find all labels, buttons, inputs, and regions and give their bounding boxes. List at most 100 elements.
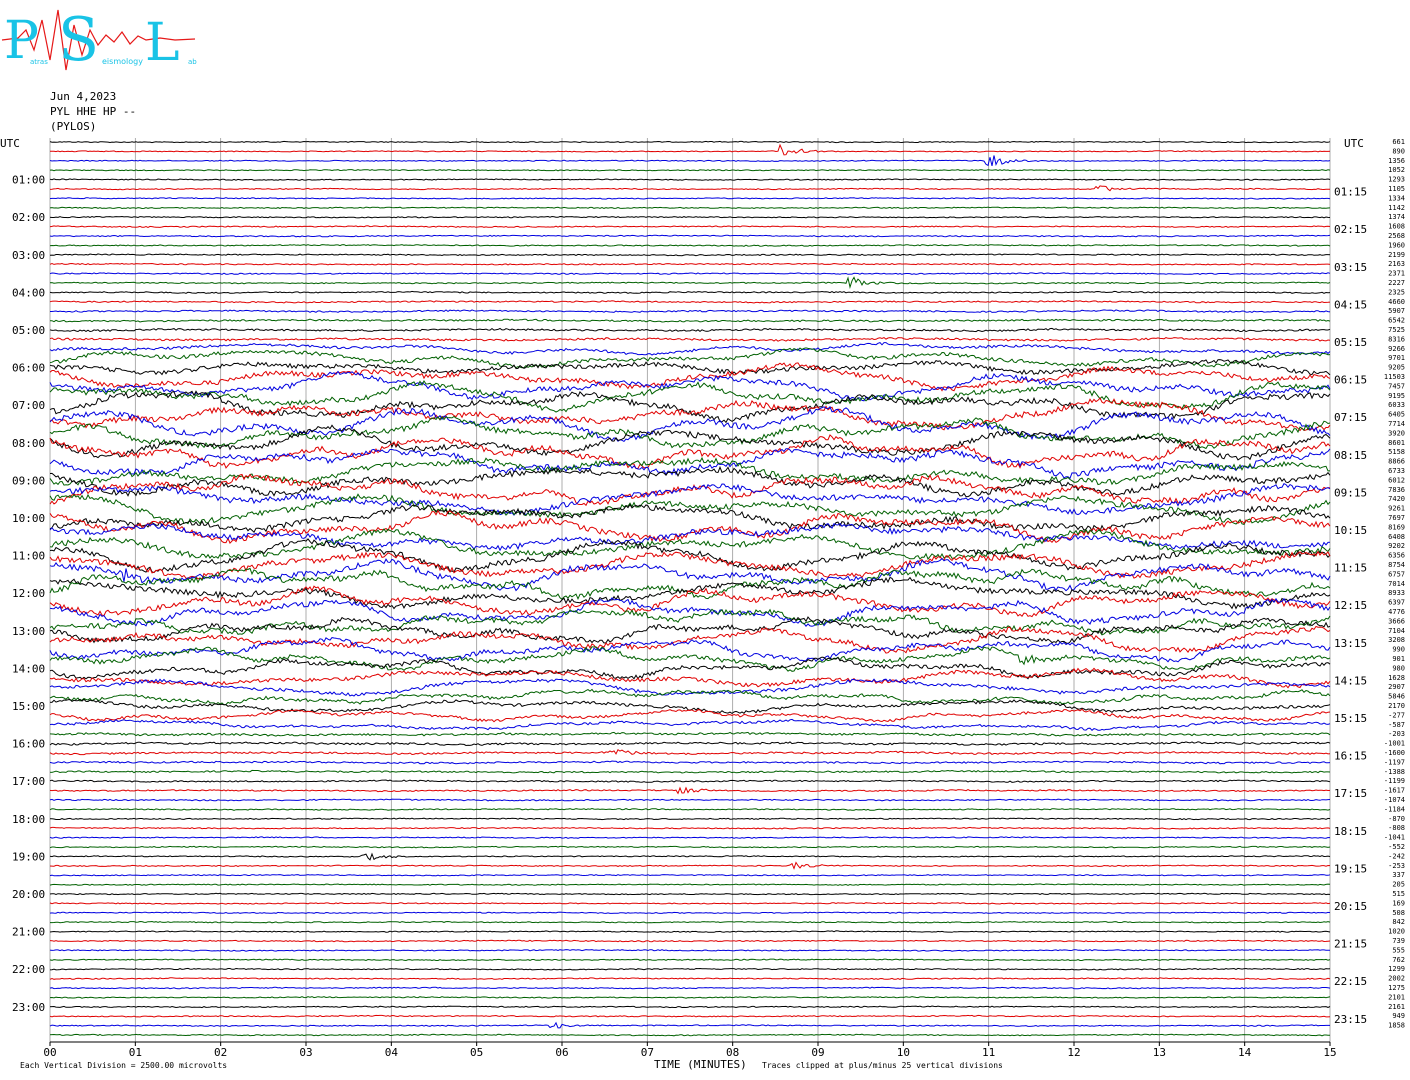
- row-offset-label: 6033: [1388, 401, 1405, 409]
- left-hour-labels: 01:00 02:00 03:00 04:00 05:00 06:00 07:00 08:00…: [12, 174, 45, 1014]
- row-offset-label: -1600: [1384, 749, 1405, 757]
- trace-row-72: [50, 817, 1331, 821]
- row-offset-label: 1299: [1388, 965, 1405, 973]
- trace-row-37: [49, 473, 1330, 507]
- trace-row-8: [49, 215, 1331, 219]
- row-offset-label: 508: [1392, 909, 1405, 917]
- header-station: (PYLOS): [50, 120, 97, 133]
- row-offset-label: 8601: [1388, 439, 1405, 447]
- left-hour-label: 01:00: [12, 174, 45, 187]
- x-tick-label: 07: [641, 1046, 654, 1059]
- right-hour-label: 21:15: [1334, 938, 1367, 951]
- logo-letter-p: P: [4, 11, 39, 71]
- row-offset-label: 7420: [1388, 495, 1405, 503]
- trace-row-43: [49, 528, 1331, 560]
- row-offset-label: 1960: [1388, 241, 1405, 249]
- trace-row-91: [49, 996, 1331, 999]
- trace-row-81: [49, 902, 1331, 905]
- right-hour-label: 18:15: [1334, 825, 1367, 838]
- scale-note: Each Vertical Division = 2500.00 microvo…: [20, 1061, 228, 1070]
- trace-row-46: [49, 557, 1331, 592]
- x-tick-label: 12: [1067, 1046, 1080, 1059]
- trace-row-14: [49, 272, 1331, 275]
- left-hour-label: 04:00: [12, 286, 45, 299]
- row-offset-label: -870: [1388, 815, 1405, 823]
- row-offset-label: 1142: [1388, 204, 1405, 212]
- trace-row-55: [49, 646, 1331, 672]
- trace-row-27: [49, 380, 1331, 413]
- trace-row-48: [49, 576, 1331, 610]
- row-offset-label: 901: [1392, 655, 1405, 663]
- trace-row-73: [49, 826, 1331, 830]
- row-offset-label: 3666: [1388, 617, 1405, 625]
- x-tick-label: 13: [1153, 1046, 1166, 1059]
- row-offset-label: 1105: [1388, 185, 1405, 193]
- trace-row-0: [49, 140, 1331, 144]
- trace-row-44: [49, 538, 1331, 574]
- row-offset-label: -277: [1388, 711, 1405, 719]
- x-axis-ticks: 00 01 02 03 04 05 06 07 08 09 10 11 12 13 14 15: [43, 1042, 1337, 1059]
- row-offset-label: 7104: [1388, 627, 1405, 635]
- row-offset-label: -253: [1388, 862, 1405, 870]
- logo-word-ab: ab: [188, 58, 197, 66]
- trace-row-92: [49, 1005, 1331, 1009]
- trace-row-66: [49, 760, 1331, 765]
- row-offset-label: 2163: [1388, 260, 1405, 268]
- trace-row-76: [49, 852, 1331, 861]
- row-offset-label: 2568: [1388, 232, 1405, 240]
- right-hour-label: 19:15: [1334, 862, 1367, 875]
- row-offset-label: 7836: [1388, 486, 1405, 494]
- row-offset-label: 9261: [1388, 505, 1405, 513]
- logo-seismogram-icon: [1, 9, 196, 71]
- row-offset-label: 1356: [1388, 157, 1405, 165]
- row-offset-label: 205: [1392, 881, 1405, 889]
- left-hour-label: 10:00: [12, 512, 45, 525]
- trace-row-95: [49, 1033, 1330, 1037]
- trace-row-23: [49, 347, 1331, 369]
- left-hour-label: 23:00: [12, 1001, 45, 1014]
- row-offset-label: 7525: [1388, 326, 1405, 334]
- trace-row-22: [49, 342, 1331, 356]
- trace-row-17: [49, 300, 1331, 304]
- row-offset-label: 337: [1392, 871, 1405, 879]
- trace-row-50: [49, 597, 1331, 627]
- clip-note: Traces clipped at plus/minus 25 vertical…: [762, 1061, 1003, 1070]
- trace-row-64: [49, 741, 1331, 747]
- trace-row-30: [49, 405, 1331, 443]
- x-tick-label: 03: [299, 1046, 312, 1059]
- trace-row-78: [49, 874, 1331, 877]
- row-offset-label: 6012: [1388, 476, 1405, 484]
- row-offset-label: 169: [1392, 899, 1405, 907]
- x-tick-label: 05: [470, 1046, 483, 1059]
- row-offset-label: 3208: [1388, 636, 1405, 644]
- row-offset-label: -587: [1388, 721, 1405, 729]
- left-hour-label: 05:00: [12, 324, 45, 337]
- trace-row-83: [50, 920, 1331, 924]
- trace-row-7: [49, 206, 1331, 210]
- trace-row-87: [49, 958, 1331, 962]
- x-tick-label: 11: [982, 1046, 995, 1059]
- x-tick-label: 14: [1238, 1046, 1252, 1059]
- left-hour-label: 12:00: [12, 587, 45, 600]
- trace-row-24: [49, 359, 1331, 376]
- trace-row-19: [49, 318, 1331, 323]
- row-offset-label: 2199: [1388, 251, 1405, 259]
- row-offset-label: 1608: [1388, 223, 1405, 231]
- x-axis-title: TIME (MINUTES): [654, 1058, 747, 1071]
- trace-row-13: [49, 262, 1331, 266]
- trace-row-15: [49, 276, 1331, 290]
- row-offset-label: 762: [1392, 956, 1405, 964]
- trace-group: [49, 140, 1331, 1037]
- trace-row-77: [49, 861, 1331, 870]
- x-tick-label: 10: [897, 1046, 910, 1059]
- trace-row-82: [49, 911, 1331, 915]
- row-offset-label: -1197: [1384, 758, 1405, 766]
- trace-row-28: [49, 390, 1331, 424]
- row-offset-label: 1020: [1388, 928, 1405, 936]
- trace-row-67: [49, 769, 1331, 774]
- row-offset-label: 555: [1392, 946, 1405, 954]
- right-hour-label: 12:15: [1334, 599, 1367, 612]
- row-offset-label: 661: [1392, 138, 1405, 146]
- trace-row-53: [49, 625, 1331, 654]
